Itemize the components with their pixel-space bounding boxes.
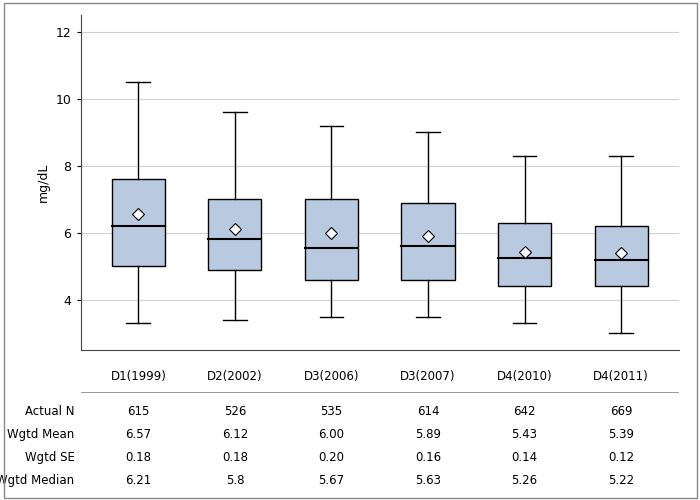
Text: 0.12: 0.12	[608, 450, 634, 464]
Text: 6.57: 6.57	[125, 428, 151, 441]
Text: D4(2011): D4(2011)	[593, 370, 649, 382]
Text: 0.20: 0.20	[318, 450, 344, 464]
FancyBboxPatch shape	[305, 199, 358, 280]
FancyBboxPatch shape	[112, 179, 165, 266]
Text: D2(2002): D2(2002)	[207, 370, 262, 382]
Text: 5.89: 5.89	[415, 428, 441, 441]
Text: 0.18: 0.18	[125, 450, 151, 464]
Text: 0.16: 0.16	[415, 450, 441, 464]
Text: 5.22: 5.22	[608, 474, 634, 486]
Text: 6.12: 6.12	[222, 428, 248, 441]
Text: 5.26: 5.26	[512, 474, 538, 486]
Text: Actual N: Actual N	[25, 405, 74, 418]
Text: 5.8: 5.8	[225, 474, 244, 486]
Text: 535: 535	[321, 405, 342, 418]
Text: D1(1999): D1(1999)	[111, 370, 167, 382]
Y-axis label: mg/dL: mg/dL	[37, 163, 50, 202]
Text: Wgtd Median: Wgtd Median	[0, 474, 74, 486]
Text: D3(2007): D3(2007)	[400, 370, 456, 382]
Text: D3(2006): D3(2006)	[304, 370, 359, 382]
Text: 0.18: 0.18	[222, 450, 248, 464]
Text: D4(2010): D4(2010)	[497, 370, 552, 382]
FancyBboxPatch shape	[594, 226, 648, 286]
Text: 669: 669	[610, 405, 632, 418]
FancyBboxPatch shape	[209, 199, 262, 270]
Text: 526: 526	[224, 405, 246, 418]
Text: 614: 614	[416, 405, 440, 418]
Text: Wgtd Mean: Wgtd Mean	[7, 428, 74, 441]
Text: 642: 642	[513, 405, 536, 418]
Text: 615: 615	[127, 405, 150, 418]
Text: 6.21: 6.21	[125, 474, 151, 486]
Text: 5.63: 5.63	[415, 474, 441, 486]
Text: 0.14: 0.14	[512, 450, 538, 464]
Text: 6.00: 6.00	[318, 428, 344, 441]
FancyBboxPatch shape	[498, 222, 551, 286]
FancyBboxPatch shape	[402, 202, 454, 280]
Text: Wgtd SE: Wgtd SE	[25, 450, 74, 464]
Text: 5.39: 5.39	[608, 428, 634, 441]
Text: 5.43: 5.43	[512, 428, 538, 441]
Text: 5.67: 5.67	[318, 474, 344, 486]
